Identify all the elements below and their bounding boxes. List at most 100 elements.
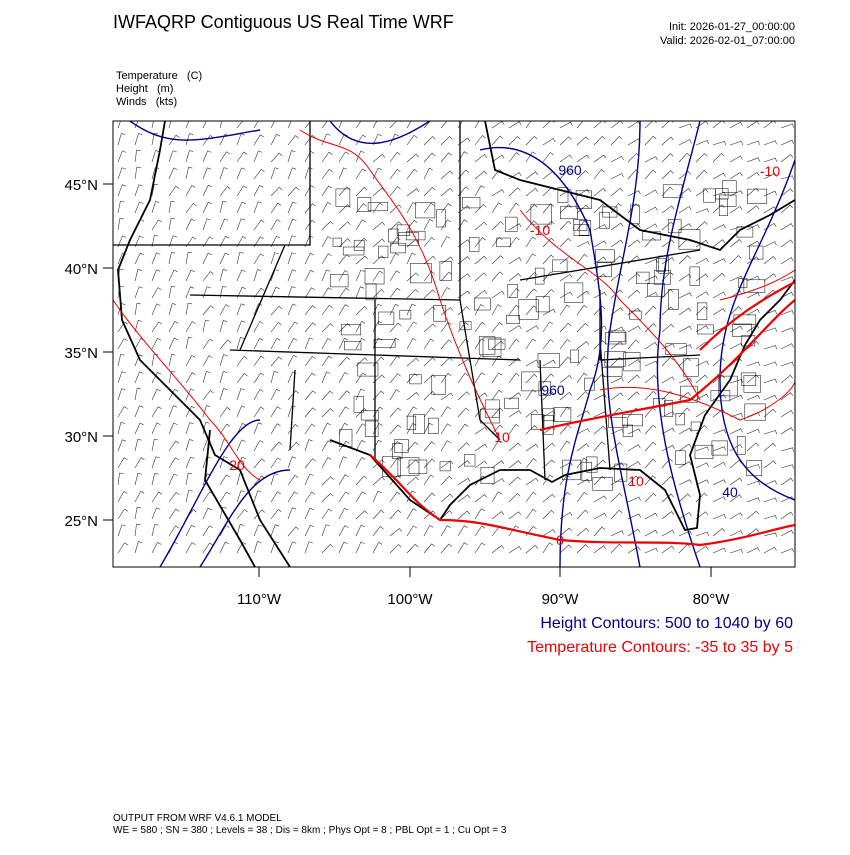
- wind-barb: [729, 306, 742, 316]
- wind-barb: [678, 479, 692, 486]
- wind-barb: [117, 508, 129, 520]
- wind-barb: [576, 372, 588, 384]
- state-borders: [113, 121, 701, 481]
- county-line: [357, 362, 379, 377]
- wind-barb: [151, 422, 161, 435]
- wind-barb: [406, 476, 419, 486]
- wind-barb: [355, 121, 362, 129]
- wind-barb: [219, 541, 229, 554]
- wind-barb: [542, 288, 555, 299]
- wind-barb: [763, 408, 777, 418]
- wind-barb: [627, 391, 640, 401]
- wind-barb: [695, 291, 709, 299]
- wind-barb: [559, 220, 572, 231]
- wind-barb: [406, 134, 418, 146]
- wind-barb: [780, 548, 794, 554]
- wind-barb: [304, 390, 316, 401]
- wind-barb: [627, 461, 641, 469]
- wind-barb: [729, 239, 743, 248]
- county-line: [474, 297, 491, 311]
- wind-barb: [780, 291, 794, 299]
- wind-barb: [763, 480, 777, 486]
- county-line: [439, 461, 451, 472]
- wind-barb: [746, 275, 760, 282]
- field-label: Temperature (C): [116, 70, 202, 82]
- county-line: [415, 202, 436, 219]
- county-line: [678, 229, 701, 250]
- county-line: [507, 284, 518, 298]
- wind-barb: [559, 511, 573, 520]
- wind-barb: [134, 405, 144, 418]
- wind-barb: [678, 377, 692, 384]
- wind-barb: [525, 409, 539, 418]
- wind-barb: [117, 491, 128, 503]
- wind-barb: [423, 524, 434, 537]
- wind-barb: [134, 422, 144, 435]
- wind-barb: [423, 357, 436, 367]
- wind-barb: [117, 150, 127, 163]
- wind-barb: [780, 123, 794, 129]
- wind-barb: [457, 372, 469, 384]
- wind-barb: [253, 389, 264, 401]
- wind-barb: [729, 549, 743, 554]
- wind-barb: [661, 153, 674, 163]
- wind-barb: [423, 407, 435, 418]
- county-line: [335, 188, 351, 207]
- wind-barb: [661, 444, 675, 452]
- wind-barb: [457, 290, 471, 299]
- county-line: [364, 420, 379, 437]
- wind-barb: [542, 493, 556, 503]
- wind-barb: [338, 507, 349, 520]
- wind-barb: [576, 491, 588, 503]
- county-line: [743, 375, 761, 393]
- wind-barb: [117, 321, 129, 333]
- wind-barb: [661, 376, 675, 384]
- county-line: [364, 268, 385, 285]
- wind-barb: [355, 491, 366, 503]
- county-line: [342, 246, 365, 256]
- wind-barb: [423, 152, 436, 163]
- county-line: [595, 249, 615, 263]
- wind-barb: [576, 391, 589, 401]
- map: 960 960 40 -10 -10 10 20 10 0: [103, 120, 796, 577]
- wind-barb: [695, 140, 709, 146]
- temperature-contour-label: 20: [229, 457, 245, 473]
- wind-barb: [389, 491, 401, 503]
- wind-barb: [423, 323, 436, 333]
- county-line: [530, 414, 545, 430]
- wind-barb: [440, 543, 453, 554]
- wind-barb: [491, 202, 502, 214]
- wind-barb: [695, 239, 709, 248]
- wind-barb: [780, 361, 794, 367]
- wind-barb: [338, 221, 351, 231]
- wind-barb: [457, 423, 469, 435]
- wind-barb: [219, 167, 228, 180]
- wind-barb: [287, 474, 299, 486]
- wind-barb: [202, 218, 211, 231]
- wind-barb: [219, 406, 231, 418]
- wind-barb: [763, 460, 777, 469]
- wind-barb: [287, 201, 297, 214]
- temperature-contour-label: -10: [760, 163, 780, 179]
- wind-barb: [542, 390, 555, 401]
- wind-barb: [406, 357, 419, 367]
- wind-barb: [304, 121, 316, 129]
- county-line: [647, 283, 665, 297]
- wind-barb: [712, 224, 726, 231]
- wind-barb: [372, 270, 384, 282]
- wind-barb: [491, 271, 503, 282]
- wind-barb: [338, 304, 349, 316]
- wind-barb: [576, 428, 590, 435]
- wind-barb: [389, 337, 400, 350]
- wind-barb: [185, 286, 195, 299]
- wind-barb: [576, 410, 590, 418]
- wind-barb: [474, 255, 488, 265]
- wind-barb: [134, 457, 145, 469]
- footer-settings: WE = 580 ; SN = 380 ; Levels = 38 ; Dis …: [113, 825, 507, 836]
- wind-barb: [542, 237, 555, 248]
- county-line: [504, 397, 519, 410]
- wind-barb: [372, 221, 385, 231]
- wind-barb: [644, 121, 657, 129]
- wind-barb: [338, 491, 350, 503]
